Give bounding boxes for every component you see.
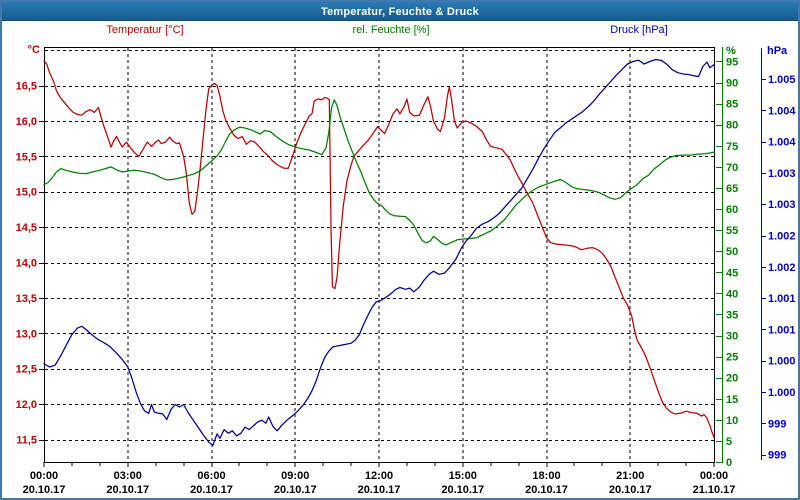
x-axis-date-label: 20.10.17: [190, 484, 233, 496]
titlebar: Temperatur, Feuchte & Druck: [2, 2, 798, 21]
temp-axis-tick-label: 16,0: [16, 116, 37, 128]
pressure-axis-tick-label: 1.003: [768, 199, 796, 211]
temp-axis-tick-label: 11,5: [16, 435, 37, 447]
temp-axis-tick-label: 16,5: [16, 81, 37, 93]
x-axis-date-label: 21.10.17: [693, 484, 736, 496]
axis-labels: 16,5 16,0 15,5 15,0 14,5 14,0 13,5 13,0 12,5 12,0…: [16, 44, 797, 496]
humidity-axis-tick-label: 55: [726, 225, 738, 237]
pressure-axis-tick-label: 1.000: [768, 387, 796, 399]
axes: [39, 47, 766, 467]
humidity-axis-tick-label: 70: [726, 162, 738, 174]
x-axis-date-label: 20.10.17: [23, 484, 66, 496]
humidity-axis-tick-label: 40: [726, 288, 738, 300]
temp-axis-tick-label: 12,0: [16, 399, 37, 411]
humidity-axis-tick-label: 95: [726, 56, 738, 68]
x-axis-time-label: 09:00: [281, 470, 309, 482]
legend-temperature: Temperatur [°C]: [106, 24, 184, 36]
chart-legend: Temperatur [°C] rel. Feuchte [%] Druck […: [2, 20, 798, 40]
temp-axis-tick-label: 14,0: [16, 258, 37, 270]
data-curves: [43, 58, 715, 446]
pressure-curve: [43, 58, 715, 446]
pressure-axis-tick-label: 999: [768, 450, 786, 462]
temp-axis-tick-label: 12,5: [16, 364, 37, 376]
pressure-axis-tick-label: 1.002: [768, 231, 796, 243]
humidity-axis-tick-label: 85: [726, 99, 738, 111]
temp-axis-tick-label: 15,0: [16, 187, 37, 199]
x-axis-time-label: 03:00: [114, 470, 142, 482]
humidity-axis-tick-label: 60: [726, 204, 738, 216]
temp-axis-tick-label: 13,5: [16, 293, 37, 305]
humidity-axis-tick-label: 30: [726, 331, 738, 343]
humidity-axis-unit: %: [726, 45, 736, 57]
pressure-axis-tick-label: 1.004: [768, 105, 796, 117]
temp-axis-tick-label: 15,5: [16, 151, 37, 163]
humidity-axis-tick-label: 5: [726, 436, 732, 448]
humidity-axis-tick-label: 0: [726, 457, 732, 469]
humidity-curve: [43, 99, 715, 246]
pressure-axis-tick-label: 999: [768, 418, 786, 430]
humidity-axis-tick-label: 80: [726, 120, 738, 132]
pressure-axis-tick-label: 1.002: [768, 262, 796, 274]
humidity-axis-tick-label: 20: [726, 373, 738, 385]
x-axis-time-label: 12:00: [365, 470, 393, 482]
pressure-axis-tick-label: 1.000: [768, 356, 796, 368]
humidity-axis-tick-label: 15: [726, 394, 738, 406]
temp-axis-tick-label: 14,5: [16, 222, 37, 234]
humidity-axis-tick-label: 90: [726, 78, 738, 90]
window-title: Temperatur, Feuchte & Druck: [320, 6, 479, 18]
temp-axis-unit: °C: [28, 44, 40, 56]
humidity-axis-tick-label: 50: [726, 246, 738, 258]
pressure-axis-tick-label: 1.003: [768, 168, 796, 180]
pressure-axis-tick-label: 1.001: [768, 324, 796, 336]
x-axis-date-label: 20.10.17: [441, 484, 484, 496]
x-axis-time-label: 00:00: [700, 470, 728, 482]
pressure-axis-tick-label: 1.001: [768, 293, 796, 305]
humidity-axis-tick-label: 35: [726, 309, 738, 321]
humidity-axis-tick-label: 10: [726, 415, 738, 427]
humidity-axis-tick-label: 25: [726, 352, 738, 364]
humidity-axis-tick-label: 65: [726, 183, 738, 195]
x-axis-date-label: 20.10.17: [106, 484, 149, 496]
humidity-axis-tick-label: 75: [726, 141, 738, 153]
humidity-axis-tick-label: 45: [726, 267, 738, 279]
x-axis-date-label: 20.10.17: [525, 484, 568, 496]
temperature-curve: [43, 60, 715, 439]
x-axis-date-label: 20.10.17: [609, 484, 652, 496]
x-axis-time-label: 06:00: [197, 470, 225, 482]
temp-axis-tick-label: 13,0: [16, 328, 37, 340]
pressure-axis-tick-label: 1.005: [768, 74, 796, 86]
x-axis-time-label: 00:00: [30, 470, 58, 482]
legend-humidity: rel. Feuchte [%]: [352, 24, 430, 36]
legend-pressure: Druck [hPa]: [610, 24, 668, 36]
x-axis-date-label: 20.10.17: [274, 484, 317, 496]
x-axis-date-label: 20.10.17: [358, 484, 401, 496]
x-axis-time-label: 21:00: [616, 470, 644, 482]
gridlines: [45, 48, 714, 461]
pressure-axis-unit: hPa: [767, 45, 788, 57]
pressure-axis-tick-label: 1.004: [768, 137, 796, 149]
x-axis-time-label: 15:00: [449, 470, 477, 482]
x-axis-time-label: 18:00: [532, 470, 560, 482]
